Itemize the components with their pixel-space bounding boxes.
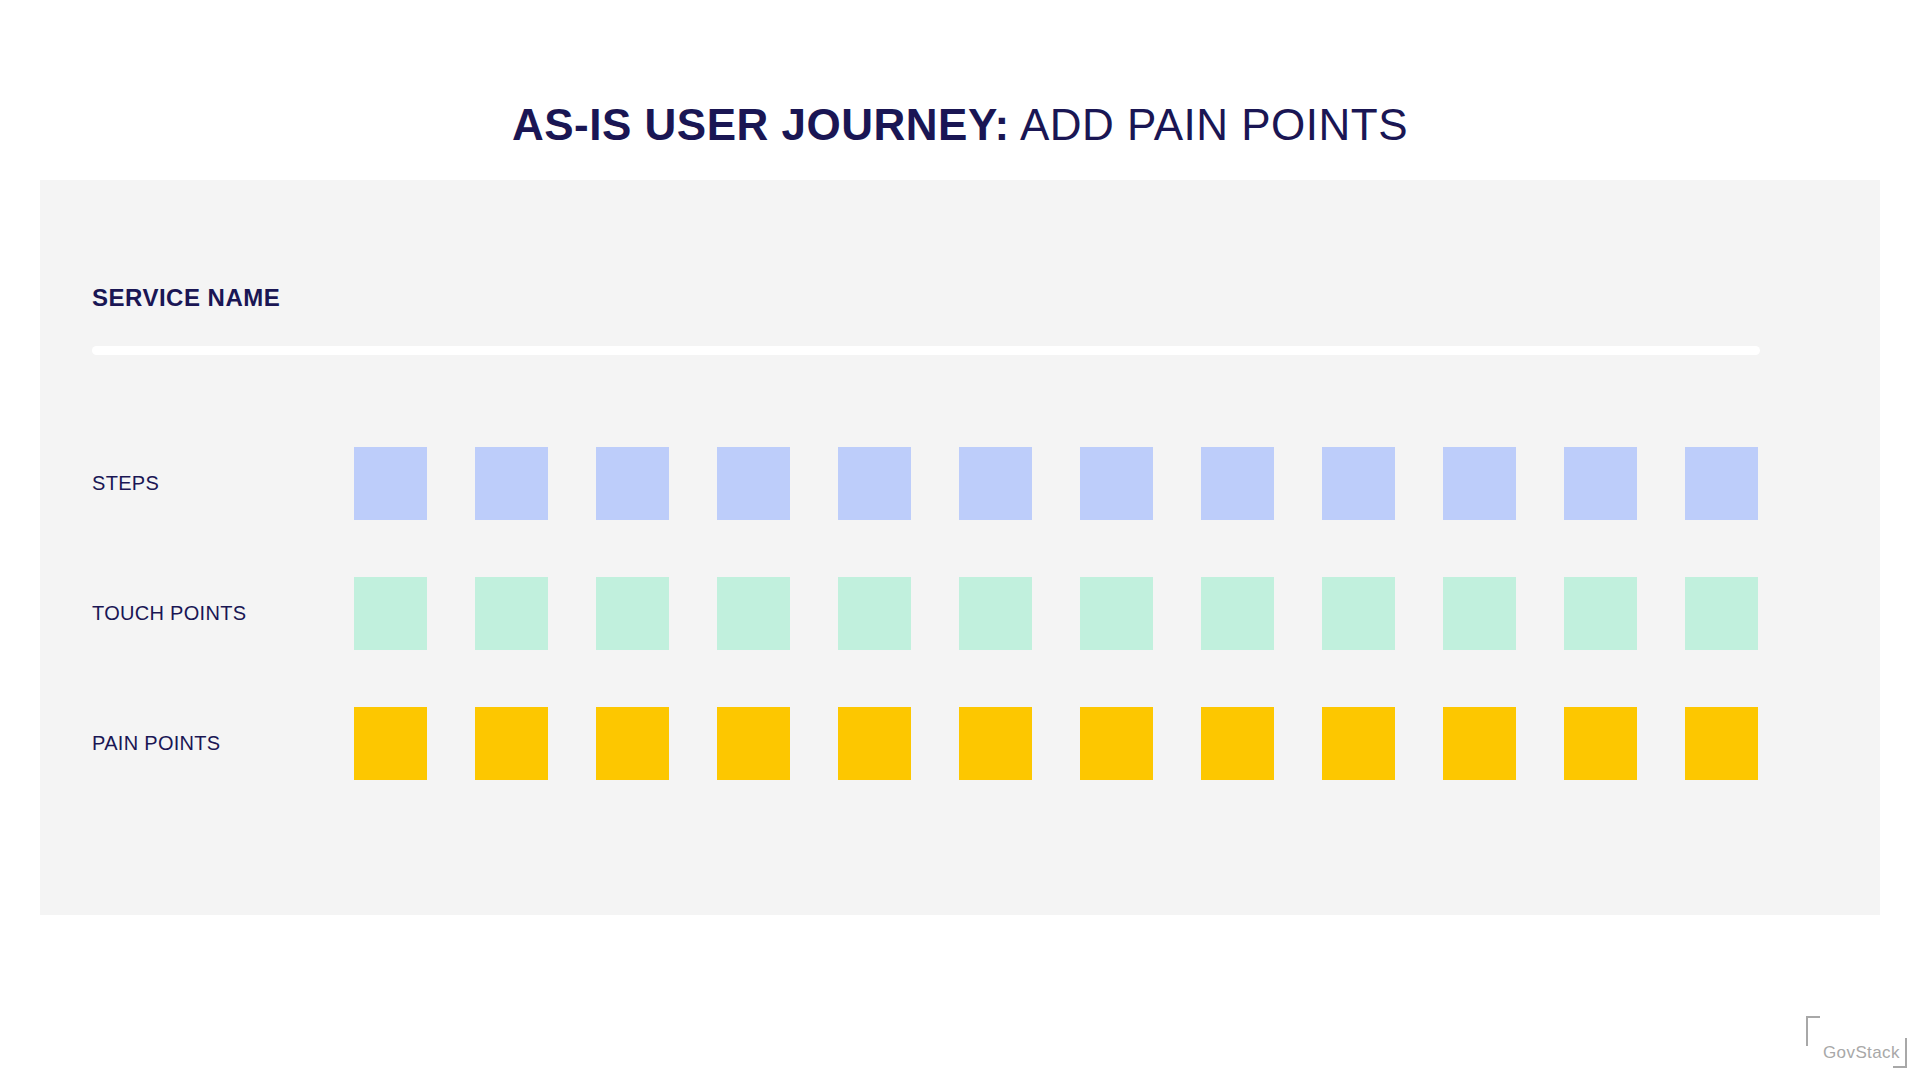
steps-cell	[1201, 447, 1274, 520]
page-title: AS-IS USER JOURNEY: ADD PAIN POINTS	[0, 100, 1920, 150]
page-title-regular: ADD PAIN POINTS	[1010, 100, 1408, 149]
touch-points-cell	[1685, 577, 1758, 650]
page-title-bold: AS-IS USER JOURNEY:	[512, 100, 1010, 149]
touch-points-cell	[1443, 577, 1516, 650]
pain-points-cell	[596, 707, 669, 780]
pain-points-cell	[1685, 707, 1758, 780]
journey-row-touch-points: TOUCH POINTS	[92, 577, 1758, 650]
pain-points-cell	[1564, 707, 1637, 780]
touch-points-cell	[1201, 577, 1274, 650]
pain-points-row-label: PAIN POINTS	[92, 732, 354, 755]
steps-cell	[354, 447, 427, 520]
journey-row-steps: STEPS	[92, 447, 1758, 520]
touch-points-cell	[838, 577, 911, 650]
journey-canvas-panel: SERVICE NAME STEPS TOUCH POINTS PAIN POI…	[40, 180, 1880, 915]
journey-rows: STEPS TOUCH POINTS PAIN POINTS	[92, 447, 1758, 780]
pain-points-cell	[1322, 707, 1395, 780]
touch-points-cell	[475, 577, 548, 650]
pain-points-cell	[1443, 707, 1516, 780]
govstack-logo-text: GovStack	[1823, 1043, 1900, 1063]
steps-cell	[475, 447, 548, 520]
journey-row-pain-points: PAIN POINTS	[92, 707, 1758, 780]
touch-points-cell	[354, 577, 427, 650]
service-name-divider	[92, 346, 1760, 355]
logo-bracket-top-left-icon	[1806, 1016, 1820, 1046]
pain-points-cell	[475, 707, 548, 780]
steps-cell	[1322, 447, 1395, 520]
touch-points-cell	[717, 577, 790, 650]
row-cells	[354, 447, 1758, 520]
touch-points-cell	[1322, 577, 1395, 650]
pain-points-cell	[354, 707, 427, 780]
slide: AS-IS USER JOURNEY: ADD PAIN POINTS SERV…	[0, 0, 1920, 1080]
pain-points-cell	[717, 707, 790, 780]
steps-row-label: STEPS	[92, 472, 354, 495]
touch-points-cell	[959, 577, 1032, 650]
touch-points-cell	[1080, 577, 1153, 650]
steps-cell	[1443, 447, 1516, 520]
steps-cell	[1685, 447, 1758, 520]
steps-cell	[1080, 447, 1153, 520]
pain-points-cell	[1080, 707, 1153, 780]
service-name-label: SERVICE NAME	[92, 284, 280, 312]
logo-bracket-bottom-right-icon	[1893, 1038, 1907, 1068]
steps-cell	[838, 447, 911, 520]
pain-points-cell	[959, 707, 1032, 780]
touch-points-cell	[596, 577, 669, 650]
govstack-logo: GovStack	[1806, 1016, 1907, 1068]
row-cells	[354, 577, 1758, 650]
touch-points-row-label: TOUCH POINTS	[92, 602, 354, 625]
touch-points-cell	[1564, 577, 1637, 650]
row-cells	[354, 707, 1758, 780]
steps-cell	[959, 447, 1032, 520]
steps-cell	[717, 447, 790, 520]
pain-points-cell	[838, 707, 911, 780]
pain-points-cell	[1201, 707, 1274, 780]
steps-cell	[596, 447, 669, 520]
steps-cell	[1564, 447, 1637, 520]
